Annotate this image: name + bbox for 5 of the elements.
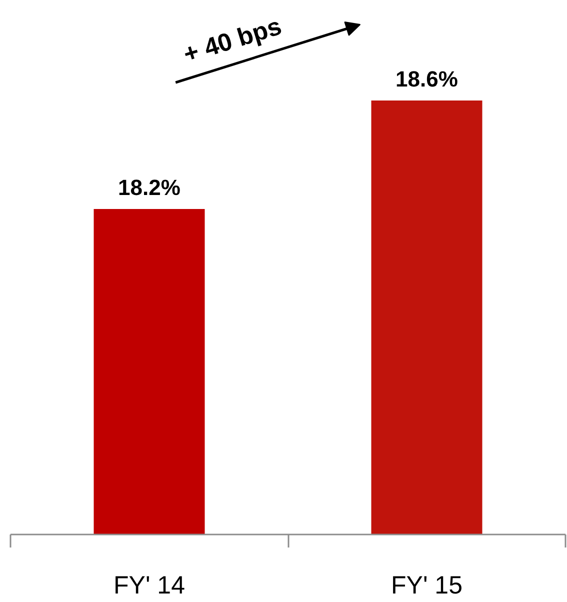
x-tick-label: FY' 15 — [391, 572, 462, 600]
data-label: 18.6% — [396, 66, 458, 92]
data-label: 18.2% — [118, 175, 180, 200]
text: + 40 bps — [180, 12, 285, 69]
x-tick-label: FY' 14 — [114, 572, 186, 600]
